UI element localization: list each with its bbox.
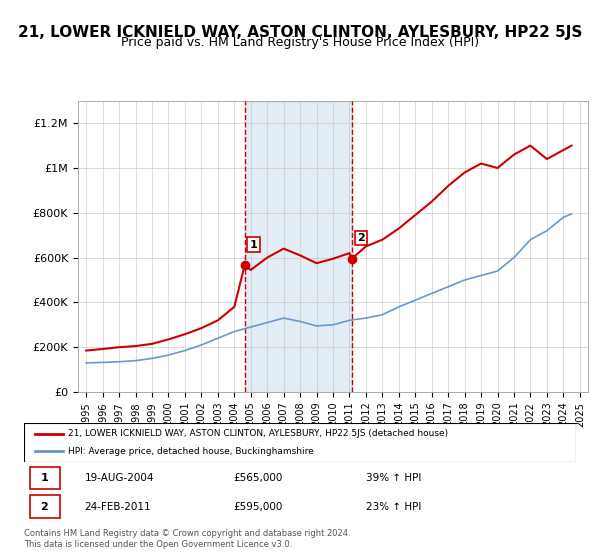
Text: 21, LOWER ICKNIELD WAY, ASTON CLINTON, AYLESBURY, HP22 5JS (detached house): 21, LOWER ICKNIELD WAY, ASTON CLINTON, A… (68, 430, 448, 438)
Text: 23% ↑ HPI: 23% ↑ HPI (366, 502, 422, 512)
Text: 1: 1 (41, 473, 48, 483)
FancyBboxPatch shape (29, 466, 60, 489)
Text: 1: 1 (250, 240, 257, 250)
FancyBboxPatch shape (24, 423, 576, 462)
Text: 39% ↑ HPI: 39% ↑ HPI (366, 473, 422, 483)
FancyBboxPatch shape (29, 496, 60, 518)
Text: 24-FEB-2011: 24-FEB-2011 (85, 502, 151, 512)
Text: Price paid vs. HM Land Registry's House Price Index (HPI): Price paid vs. HM Land Registry's House … (121, 36, 479, 49)
Text: 21, LOWER ICKNIELD WAY, ASTON CLINTON, AYLESBURY, HP22 5JS: 21, LOWER ICKNIELD WAY, ASTON CLINTON, A… (18, 25, 582, 40)
Text: HPI: Average price, detached house, Buckinghamshire: HPI: Average price, detached house, Buck… (68, 446, 314, 455)
Text: £595,000: £595,000 (234, 502, 283, 512)
Text: 2: 2 (357, 233, 365, 243)
Text: £565,000: £565,000 (234, 473, 283, 483)
Text: 2: 2 (41, 502, 48, 512)
Text: Contains HM Land Registry data © Crown copyright and database right 2024.
This d: Contains HM Land Registry data © Crown c… (24, 529, 350, 549)
Bar (245, 101, 352, 392)
Text: 19-AUG-2004: 19-AUG-2004 (85, 473, 154, 483)
